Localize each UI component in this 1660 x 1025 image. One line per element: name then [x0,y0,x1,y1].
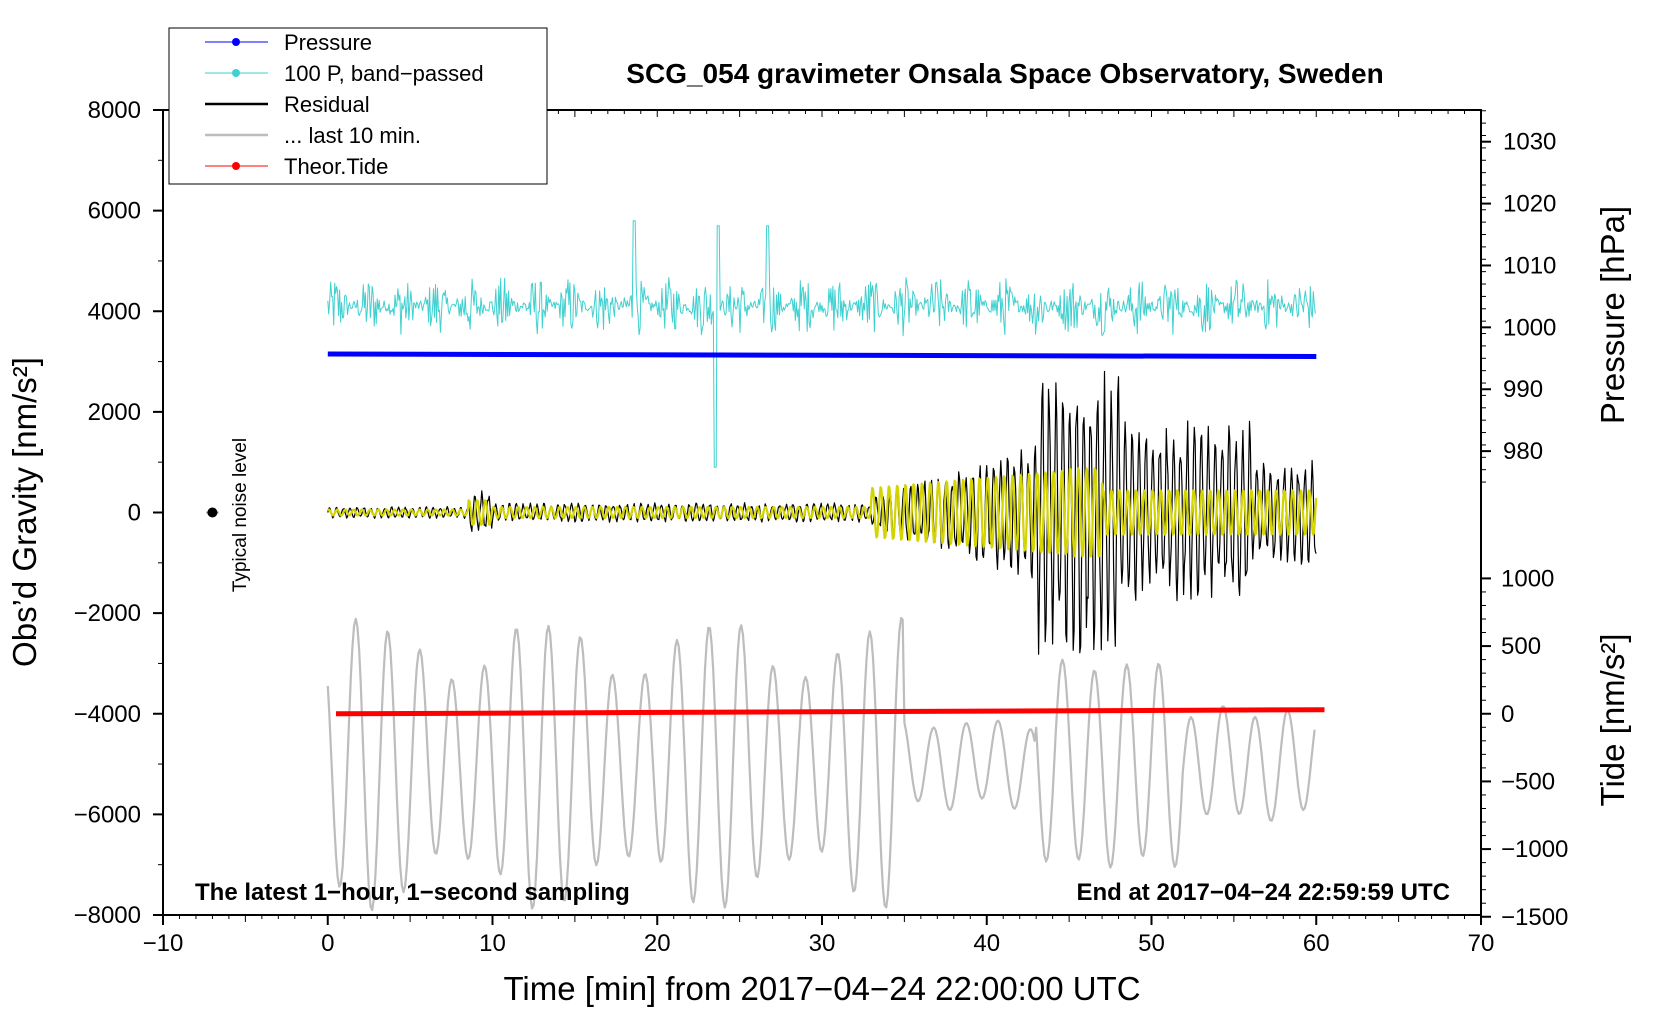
x-axis-title: Time [min] from 2017−04−24 22:00:00 UTC [503,970,1140,1007]
legend-marker [232,38,240,46]
pressure-tick-label: 990 [1503,376,1543,403]
left-axis-title: Obs’d Gravity [nm/s²] [6,357,43,667]
legend-label: Residual [284,92,370,117]
series-band-passed-residual [326,467,1318,558]
legend-label: Pressure [284,30,372,55]
y-tick-label: 0 [128,500,141,527]
pressure-tick-label: 1000 [1503,314,1556,341]
noise-level-marker [207,507,218,518]
legend-marker [232,69,240,77]
tide-tick-label: −500 [1501,768,1555,795]
footer-right: End at 2017−04−24 22:59:59 UTC [1076,879,1450,906]
chart-title: SCG_054 gravimeter Onsala Space Observat… [626,58,1383,89]
tide-tick-label: 500 [1501,633,1541,660]
pressure-tick-label: 1030 [1503,129,1556,156]
series-last-10-min [326,616,1316,912]
axes: −10 0 10 20 30 40 50 60 70−8000−6000−4000−200002… [74,97,1569,957]
series-theoretical-tide [335,707,1325,717]
series-pressure [327,351,1317,359]
y-tick-label: −8000 [74,902,141,929]
y-tick-label: −6000 [74,801,141,828]
y-tick-label: 4000 [88,298,141,325]
y-tick-label: 8000 [88,97,141,124]
pressure-axis-title: Pressure [hPa] [1594,206,1631,424]
y-tick-label: −4000 [74,701,141,728]
x-tick-label: 40 [973,930,1000,957]
tide-axis-title: Tide [nm/s²] [1594,634,1631,807]
x-tick-label: 20 [644,930,671,957]
y-tick-label: −2000 [74,600,141,627]
x-tick-label: 10 [479,930,506,957]
pressure-tick-label: 1020 [1503,191,1556,218]
x-tick-label: 0 [321,930,334,957]
y-tick-label: 2000 [88,399,141,426]
legend-label: Theor.Tide [284,154,388,179]
series-band-passed-pressure [327,220,1316,468]
legend-label: ... last 10 min. [284,123,421,148]
tide-tick-label: 1000 [1501,565,1554,592]
tide-tick-label: −1500 [1501,904,1568,931]
x-tick-label: 60 [1303,930,1330,957]
tide-tick-label: −1000 [1501,836,1568,863]
plot-area [326,220,1325,912]
pressure-tick-label: 980 [1503,438,1543,465]
tide-tick-label: 0 [1501,701,1514,728]
footer-left: The latest 1−hour, 1−second sampling [195,879,630,906]
legend-label: 100 P, band−passed [284,61,484,86]
noise-level-label: Typical noise level [230,438,251,592]
x-tick-label: −10 [143,930,184,957]
pressure-tick-label: 1010 [1503,252,1556,279]
x-tick-label: 70 [1468,930,1495,957]
legend: Pressure 100 P, band−passed Residual ... la… [168,27,548,185]
legend-box [168,27,548,185]
x-tick-label: 30 [809,930,836,957]
y-tick-label: 6000 [88,198,141,225]
x-tick-label: 50 [1138,930,1165,957]
legend-marker [232,162,240,170]
